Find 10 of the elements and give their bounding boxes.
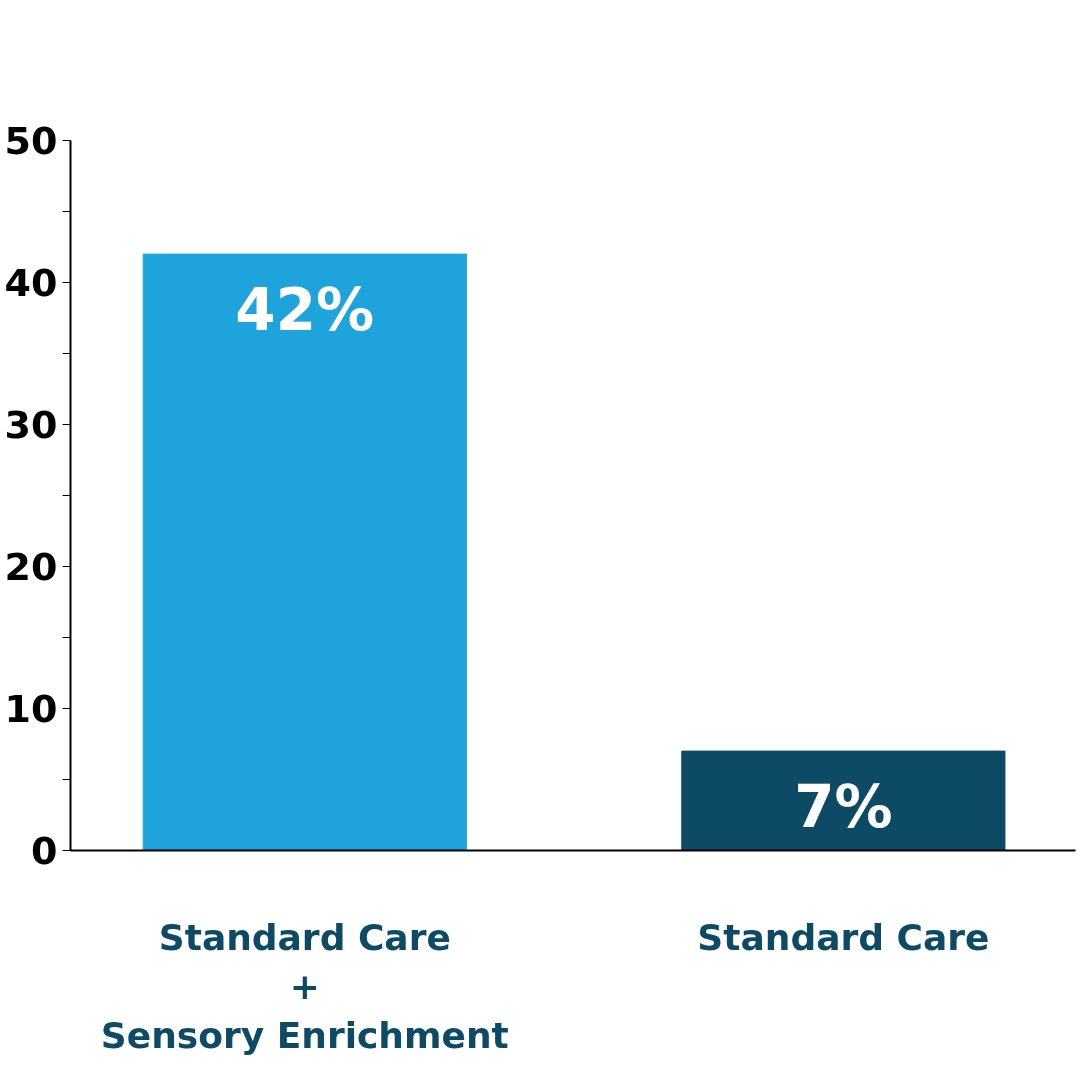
y-tick-label: 40: [4, 261, 58, 305]
y-tick-label: 50: [4, 119, 58, 163]
y-tick-label: 10: [4, 687, 58, 731]
y-tick-label: 0: [31, 829, 58, 873]
x-tick-label: Standard Care: [697, 916, 990, 958]
y-tick-label: 20: [4, 545, 58, 589]
y-tick-label: 30: [4, 403, 58, 447]
x-tick-label: Standard Care + Sensory Enrichment: [100, 916, 509, 1056]
data-label: 7%: [794, 773, 893, 842]
data-label: 42%: [235, 276, 375, 345]
